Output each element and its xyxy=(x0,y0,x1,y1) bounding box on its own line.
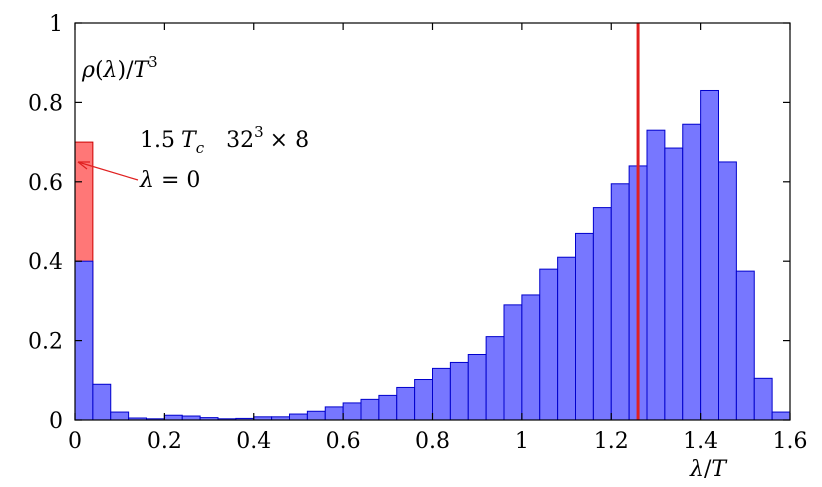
axis-ticks xyxy=(74,22,791,421)
histogram-bar xyxy=(539,268,559,421)
histogram-bar xyxy=(92,383,112,421)
x-tick-label: 0.8 xyxy=(415,429,450,454)
histogram-bar xyxy=(753,377,773,421)
histogram-bar xyxy=(503,304,523,421)
histogram-bar xyxy=(485,336,505,421)
histogram-bar xyxy=(718,161,737,421)
histogram-bar xyxy=(700,89,719,421)
x-tick-label: 0.2 xyxy=(147,429,182,454)
histogram-bar xyxy=(664,147,684,421)
histogram-bar xyxy=(163,414,183,421)
histogram-bar xyxy=(575,232,594,421)
zero-mode-arrow xyxy=(77,161,139,181)
histogram-bar xyxy=(396,386,416,421)
histogram-bar xyxy=(646,129,666,421)
x-tick-label: 0 xyxy=(68,429,82,454)
y-tick-labels: 0 0.2 0.4 0.6 0.8 1 xyxy=(28,12,63,434)
y-tick-label: 0.6 xyxy=(28,171,63,196)
histogram-bar xyxy=(306,410,326,421)
histogram-bar xyxy=(289,413,308,421)
zero-mode-label: λ = 0 xyxy=(139,168,200,193)
histogram-bar xyxy=(610,183,630,421)
y-tick-label: 0.4 xyxy=(28,250,63,275)
histogram-bar xyxy=(735,270,755,421)
x-tick-label: 0.4 xyxy=(236,429,271,454)
histogram-bar xyxy=(467,353,487,421)
x-tick-label: 0.6 xyxy=(326,429,361,454)
histogram-bar xyxy=(682,123,702,421)
histogram-bar xyxy=(771,411,791,421)
annotation-label: 1.5 Tc 323 × 8 xyxy=(140,123,309,157)
y-tick-label: 1 xyxy=(49,12,63,37)
y-tick-label: 0.8 xyxy=(28,91,63,116)
histogram-bar xyxy=(557,256,576,421)
histogram-bar xyxy=(449,361,469,421)
x-tick-label: 1.2 xyxy=(594,429,629,454)
x-tick-label: 1 xyxy=(515,429,529,454)
histogram-bar xyxy=(378,394,398,421)
zero-mode-arrow-head xyxy=(77,161,90,170)
y-axis-label: ρ(λ)/T3 xyxy=(81,53,158,83)
y-tick-label: 0.2 xyxy=(28,330,63,355)
histogram-bar xyxy=(432,367,451,421)
histogram-bar xyxy=(324,406,344,421)
histogram-bar xyxy=(414,379,433,421)
histogram-bar xyxy=(360,398,380,421)
histogram-bar xyxy=(592,207,612,421)
histogram-bars xyxy=(74,89,791,421)
histogram-bar xyxy=(521,294,541,421)
y-tick-label: 0 xyxy=(49,409,63,434)
x-tick-label: 1.4 xyxy=(683,429,718,454)
histogram-bar xyxy=(342,402,362,421)
x-tick-label: 1.6 xyxy=(773,429,808,454)
histogram-bar xyxy=(110,411,130,421)
x-tick-labels: 0 0.2 0.4 0.6 0.8 1 1.2 1.4 1.6 xyxy=(68,429,808,454)
x-axis-label: λ/T xyxy=(689,457,728,482)
